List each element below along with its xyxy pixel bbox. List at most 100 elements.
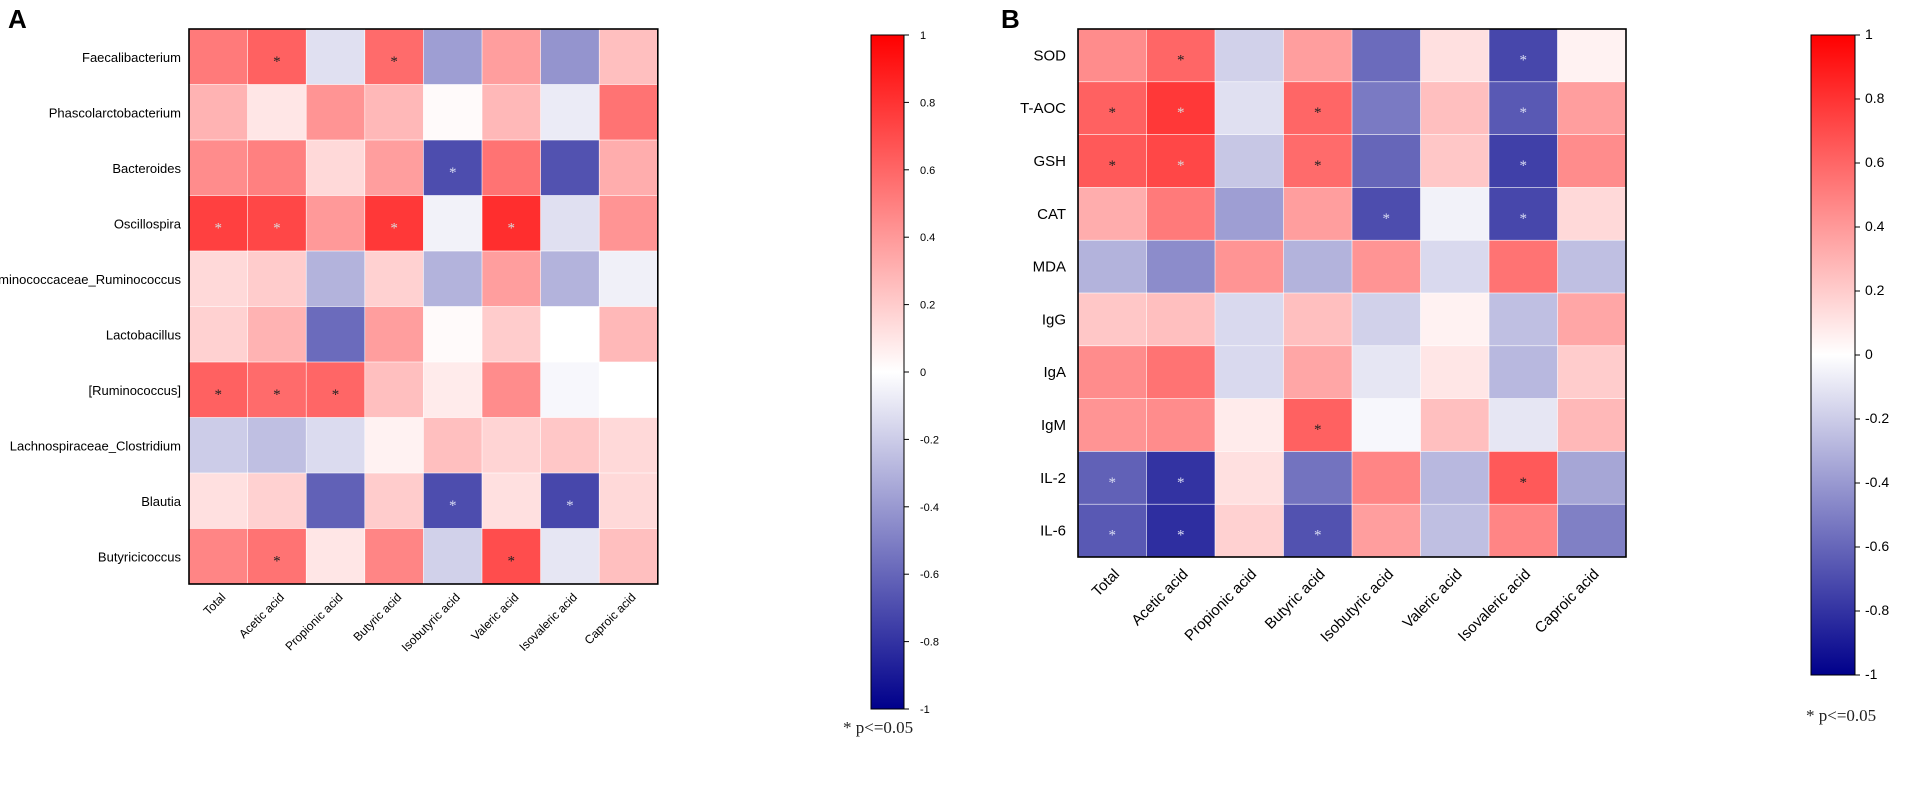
significance-marker-a-r3-c1: * bbox=[273, 220, 281, 236]
heatmap-cell-b-r6-c3 bbox=[1283, 345, 1353, 400]
panel-b-heatmap: B * * * * * * * * * * * * * * * * * * * SOD T-AOC GSH CAT MDA IgG… bbox=[1001, 4, 1889, 725]
colorbar-tick-label-a-8: -0.6 bbox=[920, 569, 939, 581]
heatmap-cell-a-r3-c0 bbox=[188, 195, 249, 252]
colorbar-tick-label-b-9: -0.8 bbox=[1865, 602, 1889, 618]
heatmap-cell-a-r1-c6 bbox=[540, 84, 600, 141]
significance-marker-b-r3-c4: * bbox=[1383, 211, 1391, 227]
heatmap-cell-a-r0-c7 bbox=[598, 28, 659, 86]
significance-marker-b-r1-c0: * bbox=[1109, 105, 1117, 121]
column-label-a-1: Acetic acid bbox=[236, 590, 287, 641]
row-label-a-5: Lactobacillus bbox=[106, 327, 182, 342]
row-label-b-3: CAT bbox=[1037, 206, 1066, 223]
heatmap-cell-a-r8-c6 bbox=[540, 472, 600, 530]
row-label-a-4: Ruminococcaceae_Ruminococcus bbox=[0, 272, 181, 287]
heatmap-cell-a-r0-c1 bbox=[247, 28, 308, 86]
significance-marker-a-r0-c3: * bbox=[390, 54, 398, 70]
heatmap-cell-a-r5-c6 bbox=[540, 306, 600, 363]
heatmap-cell-b-r2-c2 bbox=[1214, 134, 1285, 189]
heatmap-cell-a-r9-c4 bbox=[423, 528, 483, 585]
significance-marker-b-r8-c6: * bbox=[1520, 475, 1528, 491]
heatmap-cell-b-r5-c1 bbox=[1146, 292, 1216, 347]
heatmap-cell-a-r3-c2 bbox=[305, 195, 366, 252]
heatmap-cell-b-r8-c2 bbox=[1214, 451, 1285, 505]
heatmap-cell-a-r3-c7 bbox=[598, 195, 659, 252]
colorbar-tick-label-b-3: 0.4 bbox=[1865, 218, 1885, 234]
heatmap-cell-b-r4-c5 bbox=[1420, 239, 1490, 294]
heatmap-cell-b-r7-c6 bbox=[1488, 398, 1559, 453]
heatmap-cell-b-r0-c2 bbox=[1214, 28, 1285, 83]
significance-marker-b-r2-c6: * bbox=[1520, 158, 1528, 174]
heatmap-cell-a-r1-c5 bbox=[481, 84, 542, 141]
colorbar-tick-label-b-0: 1 bbox=[1865, 26, 1873, 42]
column-label-a-2: Propionic acid bbox=[282, 590, 345, 653]
heatmap-cell-b-r5-c5 bbox=[1420, 292, 1490, 347]
heatmap-cell-a-r7-c0 bbox=[188, 417, 249, 474]
heatmap-cell-b-r1-c3 bbox=[1283, 81, 1353, 136]
heatmap-cell-b-r3-c1 bbox=[1146, 187, 1216, 241]
heatmap-cell-a-r5-c2 bbox=[305, 306, 366, 363]
heatmap-cell-b-r4-c3 bbox=[1283, 239, 1353, 294]
row-label-b-4: MDA bbox=[1033, 259, 1066, 276]
column-label-a-0: Total bbox=[201, 590, 229, 618]
heatmap-cell-a-r7-c6 bbox=[540, 417, 600, 474]
heatmap-cell-b-r2-c1 bbox=[1146, 134, 1216, 189]
heatmap-cell-b-r4-c4 bbox=[1351, 239, 1422, 294]
heatmap-cell-a-r7-c4 bbox=[423, 417, 483, 474]
heatmap-cell-a-r0-c3 bbox=[364, 28, 425, 86]
significance-marker-a-r9-c5: * bbox=[508, 553, 516, 569]
heatmap-cell-a-r9-c5 bbox=[481, 528, 542, 585]
heatmap-cell-b-r4-c1 bbox=[1146, 239, 1216, 294]
heatmap-cell-a-r9-c6 bbox=[540, 528, 600, 585]
heatmap-cell-a-r5-c7 bbox=[598, 306, 659, 363]
column-label-b-3: Butyric acid bbox=[1262, 566, 1329, 633]
significance-marker-a-r8-c6: * bbox=[566, 498, 574, 514]
panel-a-border bbox=[188, 28, 659, 585]
heatmap-cell-a-r2-c2 bbox=[305, 139, 366, 197]
heatmap-cell-a-r7-c7 bbox=[598, 417, 659, 474]
row-label-a-9: Butyricicoccus bbox=[98, 549, 182, 564]
heatmap-cell-b-r1-c1 bbox=[1146, 81, 1216, 136]
heatmap-cell-b-r8-c5 bbox=[1420, 451, 1490, 505]
heatmap-cell-b-r1-c6 bbox=[1488, 81, 1559, 136]
heatmap-cell-a-r8-c2 bbox=[305, 472, 366, 530]
colorbar-tick-label-a-4: 0.2 bbox=[920, 300, 935, 312]
panel-a-heatmap: A * * * * * * * * * * * * * * Faecalibacterium Phascolar… bbox=[0, 4, 939, 737]
significance-marker-b-r2-c3: * bbox=[1314, 158, 1322, 174]
row-label-a-7: Lachnospiraceae_Clostridium bbox=[10, 438, 181, 453]
heatmap-cell-a-r6-c5 bbox=[481, 361, 542, 419]
row-label-a-6: [Ruminococcus] bbox=[89, 383, 181, 398]
colorbar-tick-label-b-10: -1 bbox=[1865, 666, 1878, 682]
heatmap-cell-b-r1-c7 bbox=[1557, 81, 1627, 136]
heatmap-cell-b-r3-c2 bbox=[1214, 187, 1285, 241]
heatmap-cell-b-r8-c7 bbox=[1557, 451, 1627, 505]
significance-marker-a-r3-c5: * bbox=[508, 220, 516, 236]
column-label-b-0: Total bbox=[1089, 566, 1123, 600]
colorbar-tick-label-b-2: 0.6 bbox=[1865, 154, 1885, 170]
heatmap-cell-b-r0-c3 bbox=[1283, 28, 1353, 83]
heatmap-cell-a-r9-c3 bbox=[364, 528, 425, 585]
heatmap-cell-b-r6-c2 bbox=[1214, 345, 1285, 400]
significance-marker-a-r9-c1: * bbox=[273, 553, 281, 569]
colorbar-tick-label-a-7: -0.4 bbox=[920, 502, 939, 514]
heatmap-cell-b-r9-c2 bbox=[1214, 503, 1285, 558]
heatmap-cell-b-r7-c0 bbox=[1077, 398, 1148, 453]
colorbar-tick-label-b-5: 0 bbox=[1865, 346, 1873, 362]
heatmap-cell-a-r0-c4 bbox=[423, 28, 483, 86]
heatmap-cell-b-r7-c4 bbox=[1351, 398, 1422, 453]
heatmap-cell-a-r7-c3 bbox=[364, 417, 425, 474]
panel-a-label: A bbox=[8, 4, 27, 34]
heatmap-cell-b-r0-c7 bbox=[1557, 28, 1627, 83]
heatmap-cell-a-r1-c4 bbox=[423, 84, 483, 141]
row-label-b-1: T-AOC bbox=[1020, 100, 1066, 117]
heatmap-cell-a-r2-c4 bbox=[423, 139, 483, 197]
column-label-a-7: Caproic acid bbox=[582, 590, 639, 647]
significance-marker-b-r1-c1: * bbox=[1177, 105, 1185, 121]
row-label-b-0: SOD bbox=[1033, 47, 1066, 64]
heatmap-cell-b-r7-c7 bbox=[1557, 398, 1627, 453]
colorbar-tick-label-b-1: 0.8 bbox=[1865, 90, 1885, 106]
heatmap-cell-b-r3-c7 bbox=[1557, 187, 1627, 241]
heatmap-cell-a-r5-c0 bbox=[188, 306, 249, 363]
heatmap-cell-b-r4-c6 bbox=[1488, 239, 1559, 294]
significance-note-b: * p<=0.05 bbox=[1806, 706, 1876, 725]
